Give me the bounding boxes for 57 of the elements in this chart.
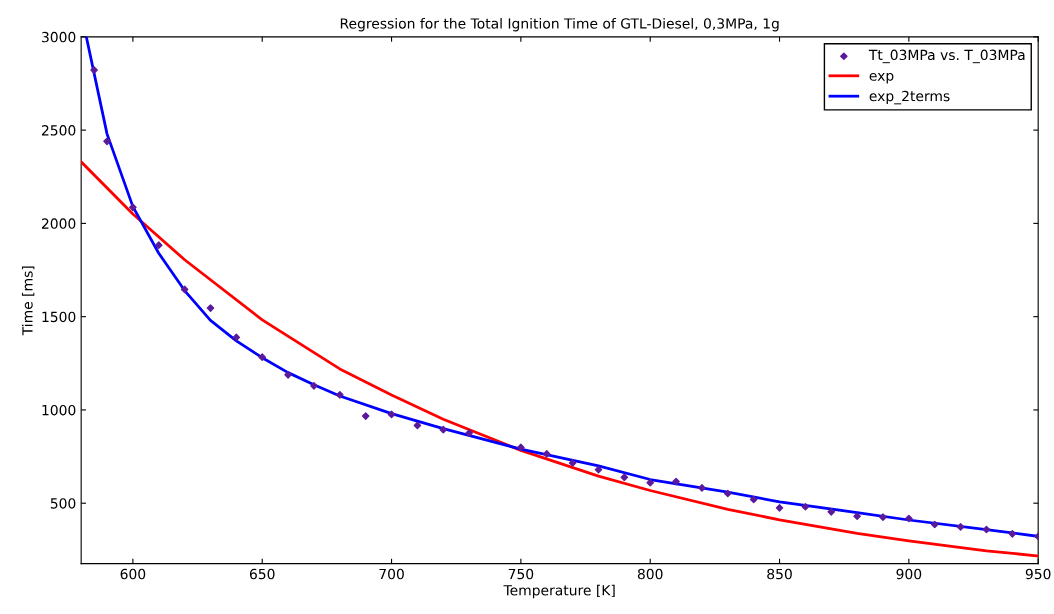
point	[646, 478, 655, 487]
point	[905, 514, 913, 523]
point	[749, 495, 758, 504]
x-tick-label: 650	[249, 568, 275, 580]
point	[801, 502, 810, 511]
x-axis-title: Temperature [K]	[503, 584, 615, 599]
point	[90, 66, 98, 74]
point	[568, 459, 577, 467]
x-tick-label: 750	[508, 568, 534, 580]
point	[827, 507, 836, 516]
point	[206, 304, 215, 312]
point	[361, 412, 370, 420]
point	[775, 504, 784, 512]
point	[517, 443, 525, 452]
y-tick-label: 3000	[42, 31, 76, 43]
point	[284, 371, 292, 379]
point	[439, 425, 448, 434]
y-tick-label: 2000	[41, 218, 76, 229]
point	[594, 465, 603, 474]
point	[465, 429, 473, 437]
legend-label: exp	[869, 72, 894, 84]
point	[698, 484, 706, 492]
point	[387, 410, 396, 419]
point	[672, 477, 680, 486]
point	[413, 421, 422, 430]
point	[310, 382, 318, 390]
x-tick-label: 950	[1025, 568, 1051, 580]
y-tick-label: 1000	[42, 404, 76, 416]
point	[180, 285, 189, 294]
point	[879, 513, 887, 522]
x-tick-label: 850	[767, 568, 792, 580]
point	[232, 333, 241, 342]
x-tick-label: 700	[379, 568, 404, 580]
point	[620, 473, 629, 482]
point	[1008, 530, 1017, 538]
x-tick-label: 800	[637, 568, 663, 580]
line-series	[81, 160, 1039, 558]
point	[930, 520, 939, 529]
point	[542, 450, 551, 458]
x-tick-label: 900	[896, 568, 922, 580]
point	[129, 203, 137, 212]
point	[853, 512, 861, 521]
point	[982, 525, 991, 534]
chart-title: Regression for the Total Ignition Time of GTL-Diesel, 0,3MPa, 1g	[340, 17, 779, 32]
legend-label: Tt_03MPa vs. T_03MPa	[868, 49, 1025, 64]
x-tick-label: 600	[120, 568, 146, 580]
point	[336, 391, 344, 399]
point	[103, 137, 111, 146]
y-axis-title: Time [ms]	[21, 266, 35, 336]
y-tick-label: 2500	[41, 125, 76, 136]
point	[724, 489, 732, 498]
point	[956, 523, 965, 531]
legend-label: exp_2terms	[869, 90, 950, 105]
point	[154, 241, 163, 250]
point	[258, 353, 267, 361]
y-tick-label: 500	[50, 498, 76, 509]
y-tick-label: 1500	[42, 311, 76, 323]
